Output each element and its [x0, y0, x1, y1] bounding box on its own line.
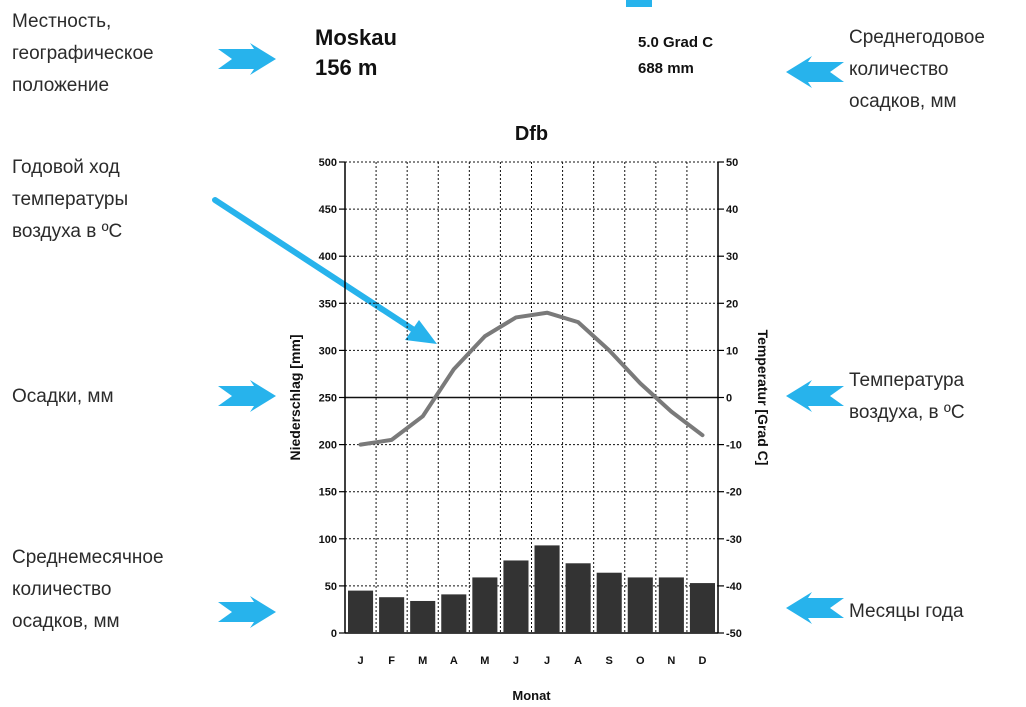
note-temp-course: Годовой ход температуры воздуха в ºС	[12, 157, 129, 242]
right-tick-label: 20	[726, 298, 738, 310]
left-tick-label: 500	[319, 157, 337, 169]
arrow-left-icon	[786, 380, 844, 412]
left-tick-label: 350	[319, 298, 337, 310]
left-tick-label: 200	[319, 440, 337, 452]
station-annual-precip: 688 mm	[638, 60, 694, 77]
note-air-temp: Температура воздуха, в ºС	[849, 370, 965, 423]
right-tick-label: -10	[726, 440, 742, 452]
precip-bar	[596, 572, 622, 633]
left-tick-label: 0	[331, 628, 337, 640]
arrow-left-icon	[786, 592, 844, 624]
station-mean-temp: 5.0 Grad C	[638, 34, 714, 51]
note-precip: Осадки, мм	[12, 386, 114, 407]
month-label: J	[513, 655, 519, 667]
right-tick-label: -40	[726, 581, 742, 593]
precip-bar	[565, 563, 591, 633]
y-axis-left-label: Niederschlag [mm]	[287, 334, 303, 460]
title-accent-bar	[626, 0, 652, 7]
month-label: J	[544, 655, 550, 667]
diagonal-arrow-icon	[212, 197, 437, 344]
right-tick-label: 10	[726, 345, 738, 357]
y-axis-right-label: Temperatur [Grad C]	[755, 330, 771, 466]
temperature-line	[358, 310, 705, 447]
station-elevation: 156 m	[315, 55, 378, 80]
chart-title: Dfb	[515, 123, 548, 145]
right-tick-label: 0	[726, 393, 732, 405]
left-tick-label: 250	[319, 393, 337, 405]
precip-bar	[534, 545, 560, 633]
arrow-right-icon	[218, 596, 276, 628]
precip-bar	[689, 583, 715, 633]
left-tick-label: 150	[319, 487, 337, 499]
month-label: M	[480, 655, 489, 667]
note-months: Месяцы года	[849, 601, 964, 622]
left-tick-label: 450	[319, 204, 337, 216]
x-axis-label: Monat	[512, 688, 551, 703]
right-tick-label: -30	[726, 534, 742, 546]
station-name: Moskau	[315, 25, 397, 50]
precip-bar	[627, 577, 653, 633]
left-tick-label: 400	[319, 251, 337, 263]
precip-bar	[472, 577, 498, 633]
right-tick-label: 40	[726, 204, 738, 216]
month-label: N	[667, 655, 675, 667]
month-label: A	[574, 655, 582, 667]
month-label: J	[357, 655, 363, 667]
month-label: O	[636, 655, 645, 667]
note-location: Местность, географическое положение	[12, 11, 154, 96]
note-annual-precip: Среднегодовое количество осадков, мм	[849, 27, 985, 112]
precip-bar	[441, 594, 467, 633]
note-monthly-precip: Среднемесячное количество осадков, мм	[12, 547, 164, 632]
precip-bar	[379, 597, 405, 633]
arrow-right-icon	[218, 380, 276, 412]
precip-bar	[503, 560, 529, 633]
right-tick-label: -50	[726, 628, 742, 640]
precip-bar	[348, 590, 374, 633]
month-label: D	[698, 655, 706, 667]
arrow-left-icon	[786, 56, 844, 88]
month-label: M	[418, 655, 427, 667]
right-tick-label: -20	[726, 487, 742, 499]
month-label: F	[388, 655, 395, 667]
left-tick-label: 50	[325, 581, 337, 593]
precip-bar	[410, 600, 436, 633]
month-label: A	[450, 655, 458, 667]
right-tick-label: 30	[726, 251, 738, 263]
left-tick-label: 300	[319, 345, 337, 357]
month-label: S	[606, 655, 613, 667]
right-tick-label: 50	[726, 157, 738, 169]
arrow-right-icon	[218, 43, 276, 75]
precip-bar	[658, 577, 684, 633]
left-tick-label: 100	[319, 534, 337, 546]
